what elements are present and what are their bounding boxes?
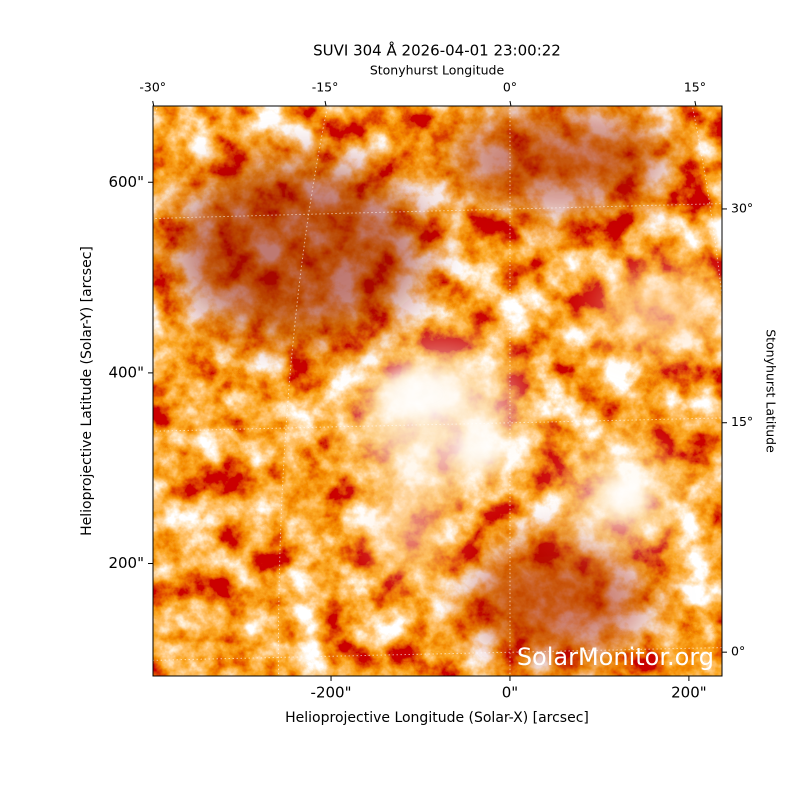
y-tick-label: 400" [108,363,144,381]
x-tick-label: 0" [502,684,518,702]
x-tick-label: 200" [671,684,707,702]
lon-tick [694,100,697,107]
y-tick-label: 600" [108,173,144,191]
top-axis-label: Stonyhurst Longitude [370,63,505,78]
lat-grid-line [153,417,722,432]
plot-frame [152,105,723,677]
lat-tick-label: 15° [731,414,753,429]
y-tick-label: 200" [108,554,144,572]
lon-tick [324,100,327,107]
x-tick-label: -200" [311,684,352,702]
lat-grid-line [153,647,722,661]
lon-tick-label: -15° [312,80,339,95]
lon-tick-label: 0° [503,80,517,95]
lat-tick-label: 30° [731,200,753,215]
lon-tick [152,100,155,107]
watermark: SolarMonitor.org [517,643,714,671]
y-axis-label: Helioprojective Latitude (Solar-Y) [arcs… [79,246,95,536]
lat-grid-line [153,203,722,220]
lon-tick-label: -30° [139,80,166,95]
lat-tick-label: 0° [731,644,745,659]
lon-tick-label: 15° [684,80,706,95]
lon-tick [509,100,512,107]
x-axis-label: Helioprojective Longitude (Solar-X) [arc… [285,710,589,726]
chart-title: SUVI 304 Å 2026-04-01 23:00:22 [313,41,561,60]
right-axis-label: Stonyhurst Latitude [764,329,779,453]
